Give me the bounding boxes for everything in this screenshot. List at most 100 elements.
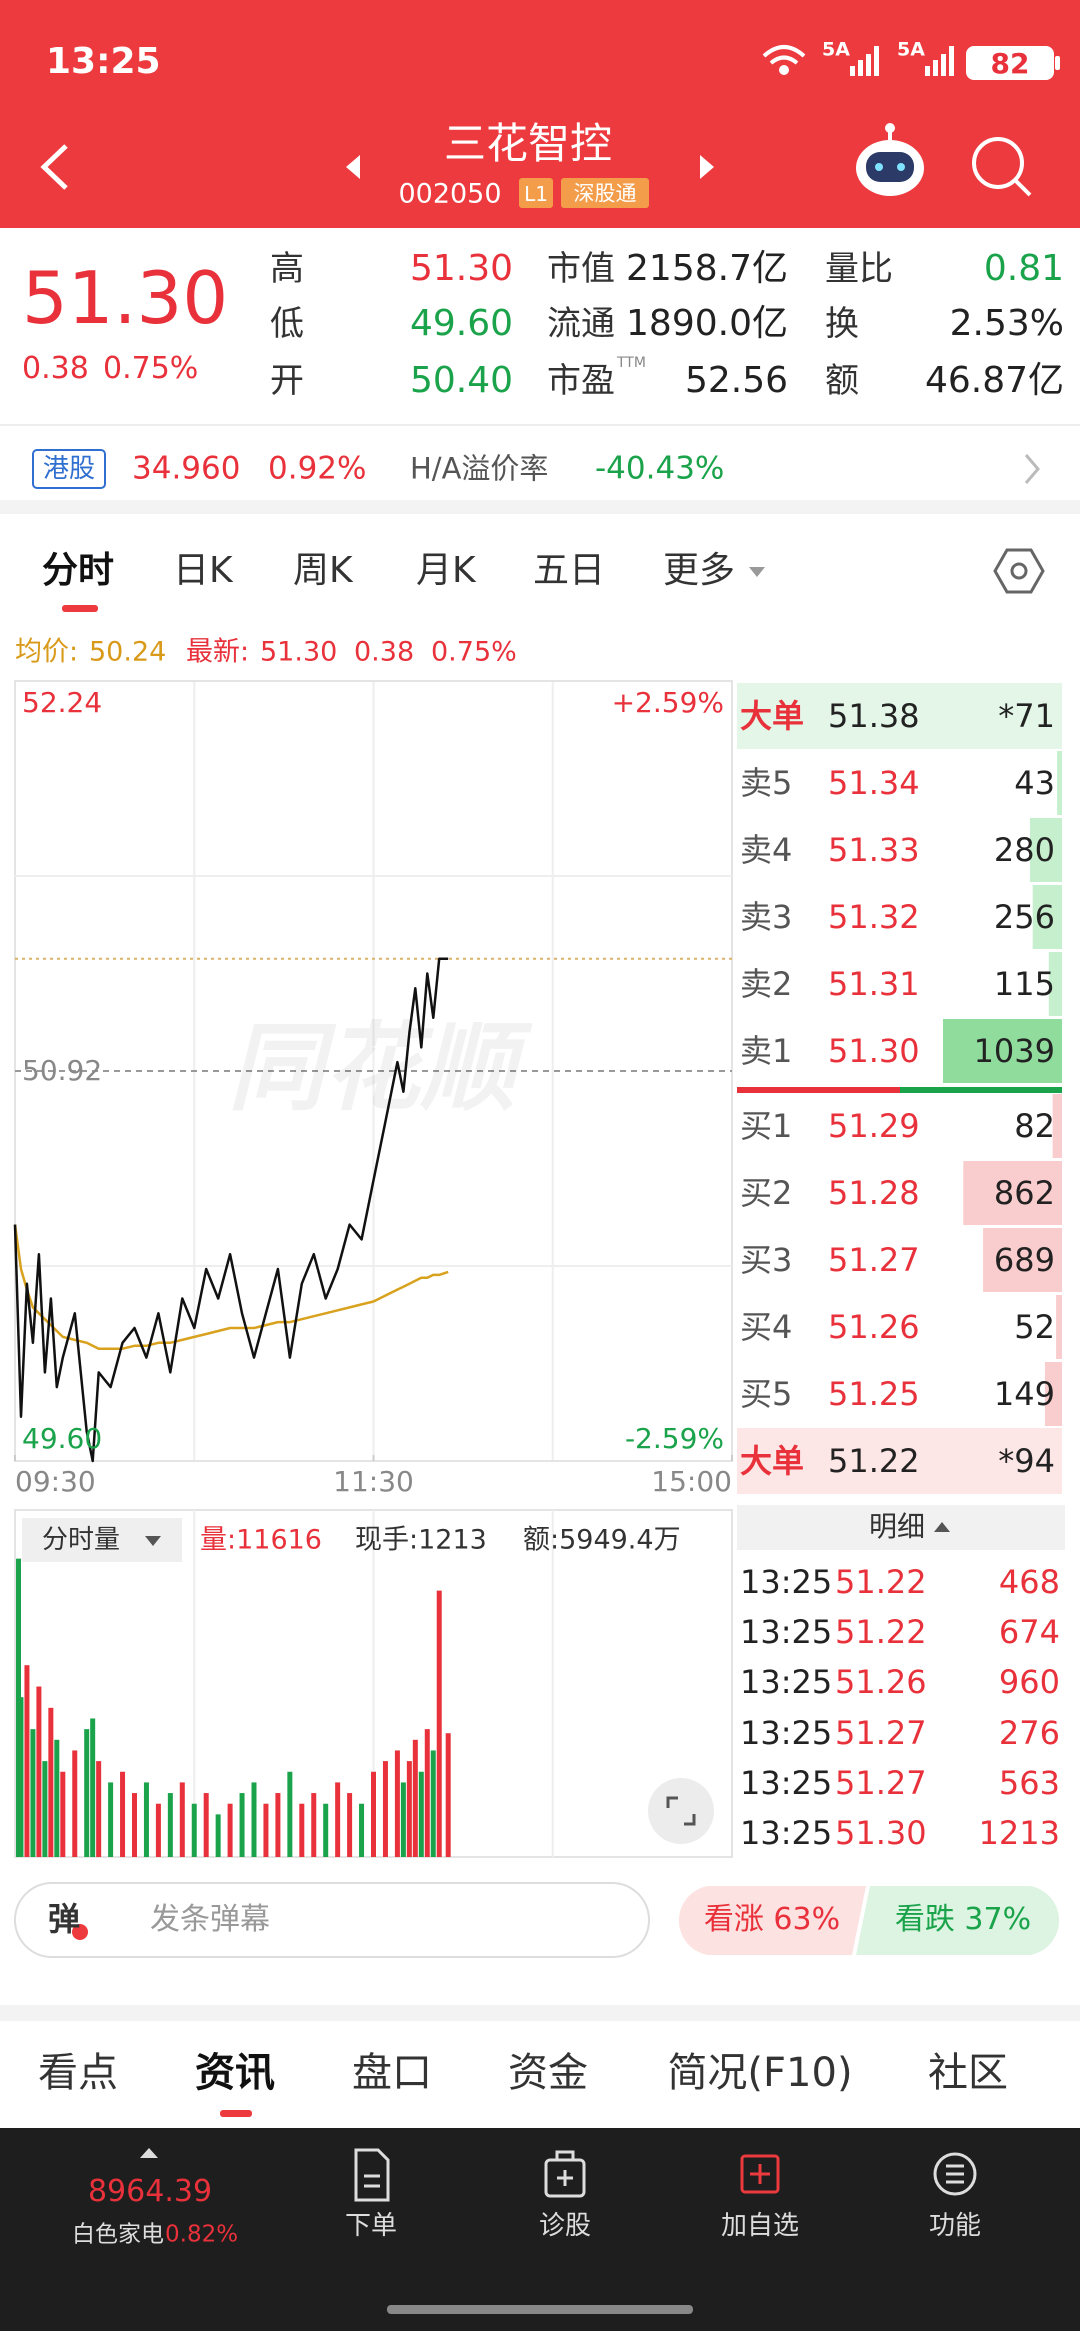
book-label: 卖4 — [740, 831, 793, 869]
next-stock[interactable] — [700, 155, 714, 179]
volume-value: 量:11616 — [200, 1524, 322, 1556]
last-change-pct: 0.75% — [431, 636, 517, 668]
price-change: 0.38 — [22, 351, 89, 386]
fullscreen-button[interactable] — [648, 1778, 714, 1844]
function-icon[interactable] — [933, 2152, 977, 2196]
danmaku-input[interactable] — [14, 1882, 650, 1958]
book-volume: *94 — [998, 1442, 1055, 1480]
chart-tab[interactable]: 月K — [416, 550, 476, 591]
stat-value: 49.60 — [409, 303, 513, 344]
book-price: 51.32 — [828, 898, 920, 936]
trade-volume: 468 — [998, 1563, 1060, 1601]
book-label: 卖2 — [740, 965, 793, 1003]
volume-bar — [412, 1739, 418, 1857]
book-volume: 256 — [993, 898, 1055, 936]
book-volume: 82 — [1014, 1107, 1055, 1145]
y2-tick-label: -2.59% — [624, 1422, 724, 1455]
y-tick-label: 49.60 — [22, 1422, 103, 1455]
chart-tab[interactable]: 日K — [173, 550, 233, 591]
trade-time: 13:25 — [740, 1763, 833, 1802]
trades-title[interactable]: 明细 — [868, 1510, 926, 1543]
depth-bar — [983, 1228, 1062, 1292]
volume-bar — [323, 1803, 329, 1857]
volume-bar — [400, 1782, 406, 1857]
nav-item[interactable]: 加自选 — [720, 2211, 800, 2241]
network-label: 5A — [897, 38, 925, 61]
book-label: 买3 — [740, 1241, 793, 1279]
stat-value: 46.87亿 — [924, 360, 1064, 401]
back-button[interactable] — [40, 144, 68, 190]
stat-label: 流通 — [547, 304, 615, 344]
volume-bar — [347, 1793, 353, 1857]
nav-item[interactable]: 下单 — [344, 2211, 398, 2241]
hk-chevron[interactable] — [1024, 454, 1040, 484]
volume-bar — [42, 1761, 48, 1857]
nav-item[interactable]: 诊股 — [538, 2211, 592, 2241]
avg-value: 50.24 — [89, 636, 167, 668]
bottom-tab[interactable]: 简况(F10) — [667, 2050, 853, 2096]
index-value[interactable]: 8964.39 — [87, 2174, 213, 2209]
settings-button[interactable] — [993, 548, 1045, 594]
depth-bar — [943, 1019, 1062, 1083]
more-arrow — [749, 567, 765, 577]
bottom-tab[interactable]: 社区 — [928, 2050, 1008, 2096]
signal-icon — [850, 46, 954, 76]
bottom-tab[interactable]: 看点 — [38, 2050, 118, 2096]
volume-bar — [120, 1771, 126, 1857]
add-watchlist-icon[interactable] — [740, 2154, 780, 2194]
volume-bar — [311, 1793, 317, 1857]
volume-selector[interactable]: 分时量 — [42, 1525, 121, 1555]
book-price: 51.30 — [828, 1032, 920, 1070]
nav-item[interactable]: 功能 — [928, 2211, 982, 2241]
bottom-tab[interactable]: 资讯 — [195, 2050, 275, 2096]
trade-time: 13:25 — [740, 1563, 833, 1601]
depth-bar — [1048, 952, 1062, 1016]
stat-label: 低 — [270, 304, 304, 344]
book-volume: 280 — [993, 831, 1055, 869]
trade-price: 51.26 — [835, 1663, 927, 1702]
gap — [0, 500, 1080, 514]
chart-tab[interactable]: 五日 — [533, 550, 606, 591]
bottom-tab[interactable]: 盘口 — [352, 2050, 432, 2096]
tab-underline — [62, 605, 98, 612]
book-price: 51.27 — [828, 1241, 920, 1279]
volume-bar — [84, 1729, 90, 1857]
book-divider-sell — [737, 1087, 900, 1093]
stat-value: 1890.0亿 — [626, 303, 788, 344]
last-price: 51.30 — [22, 256, 229, 340]
volume-bar — [215, 1814, 221, 1857]
volume-bar — [239, 1793, 245, 1857]
bearish-button[interactable] — [856, 1886, 1060, 1955]
prev-stock[interactable] — [346, 155, 360, 179]
bearish-label[interactable]: 看跌 37% — [894, 1902, 1032, 1937]
stat-value: 51.30 — [409, 248, 513, 289]
bullish-label[interactable]: 看涨 63% — [703, 1902, 841, 1937]
volume-bar — [96, 1761, 102, 1857]
chart-tab[interactable]: 更多 — [663, 550, 736, 591]
index-arrow — [140, 2148, 158, 2158]
selector-arrow — [145, 1536, 161, 1546]
chart-tab[interactable]: 周K — [293, 550, 353, 591]
depth-bar — [963, 1161, 1062, 1225]
avg-price-line — [13, 1224, 449, 1350]
diagnose-icon[interactable] — [544, 2150, 586, 2198]
level-badge: L1 — [524, 182, 548, 206]
book-label: 卖3 — [740, 898, 793, 936]
volume-bar — [132, 1793, 137, 1857]
search-button[interactable] — [972, 137, 1032, 197]
premium-label: H/A溢价率 — [410, 451, 549, 486]
trade-price: 51.27 — [835, 1713, 927, 1752]
order-icon[interactable] — [354, 2148, 390, 2202]
stat-value: 0.81 — [983, 248, 1064, 289]
volume-bar — [30, 1729, 36, 1857]
trade-price: 51.27 — [835, 1763, 927, 1802]
robot-icon[interactable] — [856, 123, 924, 196]
book-volume: 43 — [1014, 764, 1055, 802]
bottom-tab[interactable]: 资金 — [508, 2050, 588, 2096]
danmaku-placeholder[interactable]: 发条弹幕 — [150, 1902, 270, 1937]
volume-bar — [227, 1803, 233, 1857]
volume-bar — [54, 1739, 60, 1857]
chart-tab[interactable]: 分时 — [42, 550, 115, 591]
bullish-button[interactable] — [678, 1886, 866, 1955]
stat-label: 高 — [270, 249, 304, 289]
